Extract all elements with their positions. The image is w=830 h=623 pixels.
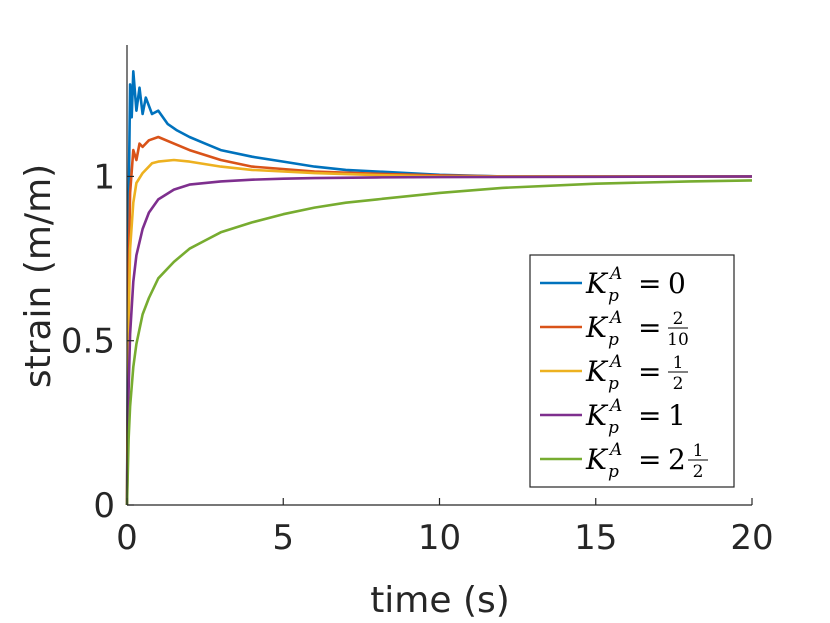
legend-item-3: K Ap = 1 — [540, 396, 686, 438]
legend-item-4: K Ap = 2 12 — [540, 440, 708, 482]
series-line-2 — [125, 158, 752, 506]
legend-value-denominator: 10 — [667, 330, 689, 350]
x-axis-label: time (s) — [370, 580, 510, 621]
legend-symbol-K: K — [585, 443, 609, 476]
legend-equals: = — [638, 443, 661, 476]
series-line-0 — [125, 70, 752, 506]
legend-symbol-subscript: p — [608, 286, 619, 306]
legend-value-denominator: 2 — [693, 462, 704, 482]
legend-value-numerator: 1 — [693, 441, 704, 461]
legend-symbol-subscript: p — [608, 418, 619, 438]
y-tick-label: 0.5 — [61, 322, 115, 362]
legend-value-whole: 2 — [668, 443, 686, 476]
legend-symbol-superscript: A — [608, 264, 622, 284]
legend-equals: = — [638, 355, 661, 388]
legend-symbol-superscript: A — [608, 308, 622, 328]
legend-value-denominator: 2 — [673, 374, 684, 394]
x-tick-label: 15 — [574, 518, 617, 558]
legend-symbol-K: K — [585, 355, 609, 388]
legend-value: 0 — [668, 267, 686, 300]
x-tick-label: 0 — [116, 518, 138, 558]
y-tick-label: 1 — [93, 157, 115, 197]
legend-symbol-superscript: A — [608, 396, 622, 416]
series-line-4 — [125, 179, 753, 506]
legend-symbol-subscript: p — [608, 374, 619, 394]
legend-equals: = — [638, 311, 661, 344]
legend-symbol-subscript: p — [608, 462, 619, 482]
legend-value-numerator: 1 — [673, 353, 684, 373]
legend-item-0: K Ap = 0 — [540, 264, 686, 306]
legend-symbol-K: K — [585, 267, 609, 300]
legend-item-1: K Ap = 210 — [540, 308, 689, 350]
legend-symbol-superscript: A — [608, 440, 622, 460]
legend-symbol-K: K — [585, 399, 609, 432]
legend-equals: = — [638, 399, 661, 432]
y-tick-label: 0 — [93, 486, 115, 526]
legend-value: 1 — [668, 399, 686, 432]
legend-symbol-K: K — [585, 311, 609, 344]
legend-symbol-superscript: A — [608, 352, 622, 372]
x-tick-label: 20 — [730, 518, 773, 558]
legend-equals: = — [638, 267, 661, 300]
legend-item-2: K Ap = 12 — [540, 352, 688, 394]
legend-symbol-subscript: p — [608, 330, 619, 350]
y-axis-label: strain (m/m) — [18, 164, 59, 388]
x-tick-label: 5 — [272, 518, 294, 558]
legend-value-numerator: 2 — [673, 309, 684, 329]
series-layer — [125, 70, 753, 506]
series-line-3 — [125, 175, 753, 506]
x-tick-label: 10 — [418, 518, 461, 558]
